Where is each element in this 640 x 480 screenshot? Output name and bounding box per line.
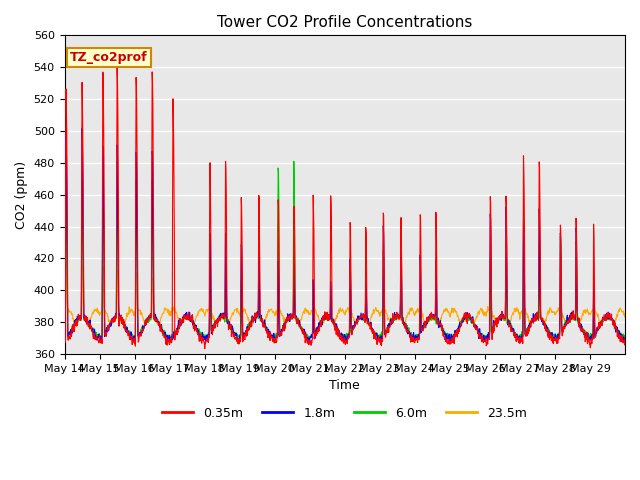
Legend: 0.35m, 1.8m, 6.0m, 23.5m: 0.35m, 1.8m, 6.0m, 23.5m — [157, 402, 532, 425]
Title: Tower CO2 Profile Concentrations: Tower CO2 Profile Concentrations — [217, 15, 472, 30]
X-axis label: Time: Time — [330, 379, 360, 392]
Y-axis label: CO2 (ppm): CO2 (ppm) — [15, 161, 28, 229]
Text: TZ_co2prof: TZ_co2prof — [70, 51, 148, 64]
